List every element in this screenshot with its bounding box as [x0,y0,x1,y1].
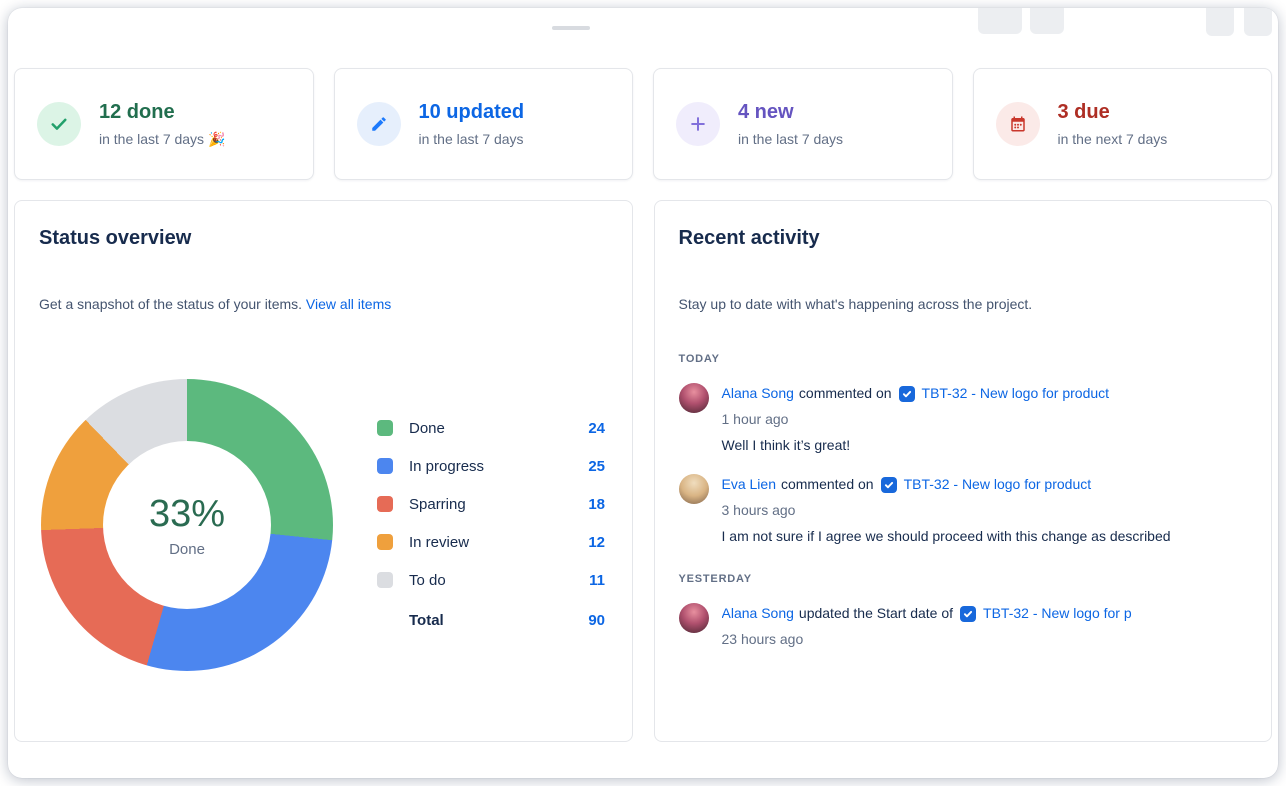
task-type-icon [898,385,915,402]
issue-link[interactable]: TBT-32 - New logo for product [921,385,1110,401]
status-overview-description-text: Get a snapshot of the status of your ite… [39,296,303,312]
stat-card-due: 3 due in the next 7 days [972,68,1272,180]
activity-item: Eva Lien commented on TBT-32 - New logo … [678,474,1248,547]
status-donut-chart[interactable]: 33% Done [41,379,333,671]
calendar-icon [995,102,1040,146]
activity-action: commented on [798,385,892,401]
panels-row: Status overview Get a snapshot of the st… [14,200,1272,742]
legend-row-in-review[interactable]: In review 12 [377,523,605,561]
plus-icon [676,102,720,146]
legend-label-sparring: Sparring [409,495,466,513]
legend-value-done: 24 [588,419,605,437]
legend-row-sparring[interactable]: Sparring 18 [377,485,605,523]
legend-swatch-in-progress [377,458,393,474]
legend-swatch-spacer [377,612,393,628]
cropped-header-button [1244,8,1272,36]
activity-group-yesterday: YESTERDAY [678,573,752,585]
legend-row-total: Total 90 [377,601,605,639]
summary-stats-row: 12 done in the last 7 days 🎉 10 updated … [14,68,1272,180]
legend-row-in-progress[interactable]: In progress 25 [377,447,605,485]
stat-updated-title: 10 updated [418,101,525,123]
recent-activity-title: Recent activity [678,227,820,249]
legend-label-in-review: In review [409,533,470,551]
stat-updated-subtitle: in the last 7 days [418,131,524,147]
stat-new-subtitle: in the last 7 days [738,131,844,147]
status-chart-area: 33% Done Done 24 In progress 25 [39,379,608,671]
task-type-icon [880,476,897,493]
legend-swatch-in-review [377,534,393,550]
legend-value-in-review: 12 [588,533,605,551]
legend-row-done[interactable]: Done 24 [377,409,605,447]
cropped-header-element [552,26,590,30]
check-icon [37,102,81,146]
recent-activity-panel: Recent activity Stay up to date with wha… [653,200,1272,742]
activity-action: updated the Start date of [798,605,954,621]
pencil-icon [356,102,401,146]
dashboard-card: 12 done in the last 7 days 🎉 10 updated … [8,8,1278,778]
legend-value-total: 90 [588,611,605,629]
donut-center-label: Done [169,540,205,558]
stat-new-title: 4 new [738,101,794,123]
avatar-alana-song[interactable] [678,383,709,413]
status-overview-title: Status overview [39,227,192,249]
stat-card-new: 4 new in the last 7 days [653,68,953,180]
activity-group-today: TODAY [678,353,720,365]
legend-label-done: Done [409,419,445,437]
user-link[interactable]: Eva Lien [721,476,776,492]
legend-value-to-do: 11 [589,571,605,589]
legend-row-to-do[interactable]: To do 11 [377,561,605,599]
avatar-alana-song[interactable] [678,603,709,633]
status-overview-description: Get a snapshot of the status of your ite… [39,296,608,313]
legend-swatch-done [377,420,393,436]
stat-done-title: 12 done [99,100,175,123]
issue-link[interactable]: TBT-32 - New logo for product [903,476,1092,492]
stat-card-done: 12 done in the last 7 days 🎉 [14,68,314,180]
legend-swatch-to-do [377,572,393,588]
activity-comment: Well I think it’s great! [721,437,851,453]
activity-time: 3 hours ago [721,502,796,518]
user-link[interactable]: Alana Song [721,605,794,621]
activity-action: commented on [780,476,874,492]
activity-time: 1 hour ago [721,411,789,427]
status-overview-panel: Status overview Get a snapshot of the st… [14,200,633,742]
status-legend: Done 24 In progress 25 Sparring 18 [377,409,605,671]
recent-activity-description: Stay up to date with what's happening ac… [678,296,1033,312]
issue-link[interactable]: TBT-32 - New logo for p [983,605,1132,621]
cropped-header-button [1030,8,1064,34]
stat-card-updated: 10 updated in the last 7 days [333,68,633,180]
user-link[interactable]: Alana Song [721,385,794,401]
stat-due-subtitle: in the next 7 days [1057,131,1168,147]
view-all-items-link[interactable]: View all items [305,296,392,312]
legend-value-in-progress: 25 [588,457,605,475]
avatar-eva-lien[interactable] [678,474,709,504]
activity-item: Alana Song commented on TBT-32 - New log… [678,383,1248,456]
legend-swatch-sparring [377,496,393,512]
donut-percent: 33% [148,492,226,535]
task-type-icon [960,605,977,622]
legend-label-in-progress: In progress [409,457,485,475]
activity-time: 23 hours ago [721,631,804,647]
cropped-header-button [978,8,1022,34]
legend-value-sparring: 18 [588,495,605,513]
stat-done-subtitle: in the last 7 days 🎉 [99,130,226,147]
activity-item: Alana Song updated the Start date of TBT… [678,603,1248,647]
legend-label-total: Total [409,611,444,629]
stat-due-title: 3 due [1057,101,1110,123]
activity-comment: I am not sure if I agree we should proce… [721,528,1171,544]
donut-center: 33% Done [103,441,271,609]
cropped-header-button [1206,8,1234,36]
legend-label-to-do: To do [409,571,446,589]
